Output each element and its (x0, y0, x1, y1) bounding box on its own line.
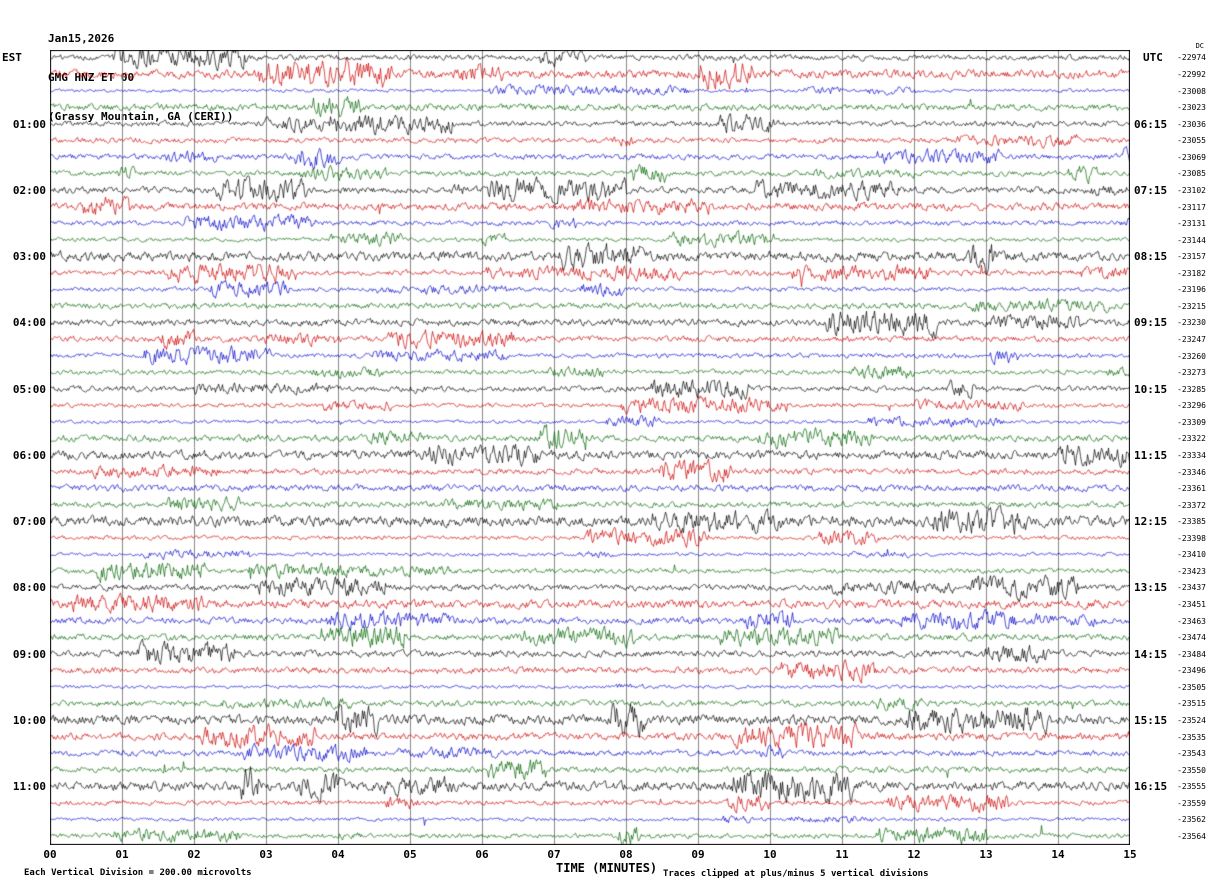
left-hour-label: 02:00 (12, 183, 46, 197)
dc-value: -23550 (1177, 765, 1206, 775)
x-tick-label: 14 (1051, 848, 1065, 861)
right-hour-label: 10:15 (1134, 382, 1168, 396)
dc-value: -23309 (1177, 417, 1206, 427)
dc-value: -23215 (1177, 301, 1206, 311)
left-hour-label: 10:00 (12, 713, 46, 727)
dc-value: -23524 (1177, 715, 1206, 725)
dc-value: -23144 (1177, 235, 1206, 245)
left-hour-label: 11:00 (12, 780, 46, 794)
clip-note: Traces clipped at plus/minus 5 vertical … (663, 869, 929, 879)
right-hour-label: 06:15 (1134, 117, 1168, 131)
left-hour-label: 03:00 (12, 250, 46, 264)
x-tick-label: 07 (547, 848, 561, 861)
right-hour-label: 14:15 (1134, 647, 1168, 661)
left-hour-label: 07:00 (12, 515, 46, 529)
dc-value: -23535 (1177, 732, 1206, 742)
dc-value: -22974 (1177, 53, 1206, 63)
dc-value: -23036 (1177, 119, 1206, 129)
dc-value: -23410 (1177, 550, 1206, 560)
dc-value: -23023 (1177, 103, 1206, 113)
dc-value: -23361 (1177, 484, 1206, 494)
dc-value: -23559 (1177, 798, 1206, 808)
left-hour-label: 04:00 (12, 316, 46, 330)
dc-value: -23437 (1177, 583, 1206, 593)
left-hour-label: 09:00 (12, 647, 46, 661)
x-tick-label: 15 (1123, 848, 1137, 861)
dc-value: -23196 (1177, 285, 1206, 295)
dc-value: -23008 (1177, 86, 1206, 96)
dc-value: -23334 (1177, 450, 1206, 460)
dc-value: -23474 (1177, 633, 1206, 643)
dc-value: -23496 (1177, 666, 1206, 676)
dc-value: -23543 (1177, 749, 1206, 759)
dc-value: -23069 (1177, 152, 1206, 162)
right-hour-label: 08:15 (1134, 250, 1168, 264)
dc-value: -23346 (1177, 467, 1206, 477)
title-date: Jan15,2026 (48, 32, 115, 45)
dc-value: -23385 (1177, 517, 1206, 527)
x-tick-label: 08 (619, 848, 633, 861)
dc-value: -23055 (1177, 136, 1206, 146)
dc-value: -23423 (1177, 566, 1206, 576)
dc-value: -23117 (1177, 202, 1206, 212)
dc-value: -23372 (1177, 500, 1206, 510)
right-timezone-label: UTC (1143, 51, 1163, 64)
left-hour-label: 05:00 (12, 382, 46, 396)
right-hour-label: 09:15 (1134, 316, 1168, 330)
dc-value: -23247 (1177, 335, 1206, 345)
x-tick-label: 12 (907, 848, 921, 861)
x-tick-label: 01 (115, 848, 129, 861)
dc-value: -23564 (1177, 831, 1206, 841)
x-tick-label: 05 (403, 848, 417, 861)
x-tick-label: 13 (979, 848, 993, 861)
left-timezone-label: EST (2, 51, 22, 64)
dc-value: -23273 (1177, 368, 1206, 378)
dc-value: -23398 (1177, 533, 1206, 543)
dc-value: -23085 (1177, 169, 1206, 179)
x-tick-label: 03 (259, 848, 273, 861)
dc-value: -23260 (1177, 351, 1206, 361)
right-hour-label: 16:15 (1134, 780, 1168, 794)
right-hour-label: 12:15 (1134, 515, 1168, 529)
x-axis-label: TIME (MINUTES) (556, 861, 658, 875)
dc-value: -23505 (1177, 682, 1206, 692)
dc-value: -23102 (1177, 185, 1206, 195)
dc-value: -23296 (1177, 401, 1206, 411)
dc-value: -23322 (1177, 434, 1206, 444)
right-hour-label: 13:15 (1134, 581, 1168, 595)
dc-value: -23182 (1177, 268, 1206, 278)
x-tick-label: 02 (187, 848, 201, 861)
dc-value: -23562 (1177, 815, 1206, 825)
dc-value: -23515 (1177, 699, 1206, 709)
dc-value: -23555 (1177, 782, 1206, 792)
x-tick-label: 04 (331, 848, 345, 861)
dc-value: -23285 (1177, 384, 1206, 394)
x-tick-label: 10 (763, 848, 777, 861)
dc-value: -23463 (1177, 616, 1206, 626)
dc-value: -23484 (1177, 649, 1206, 659)
seismogram-canvas (50, 50, 1130, 845)
dc-value: -22992 (1177, 70, 1206, 80)
x-tick-label: 11 (835, 848, 849, 861)
dc-value: -23131 (1177, 219, 1206, 229)
left-hour-label: 08:00 (12, 581, 46, 595)
right-hour-label: 07:15 (1134, 183, 1168, 197)
dc-column-header: DC (1195, 42, 1204, 50)
dc-value: -23451 (1177, 600, 1206, 610)
left-hour-label: 01:00 (12, 117, 46, 131)
dc-value: -23230 (1177, 318, 1206, 328)
dc-value: -23157 (1177, 252, 1206, 262)
x-tick-label: 00 (43, 848, 57, 861)
x-tick-label: 06 (475, 848, 489, 861)
right-hour-label: 15:15 (1134, 713, 1168, 727)
right-hour-label: 11:15 (1134, 448, 1168, 462)
scale-note: Each Vertical Division = 200.00 microvol… (24, 868, 252, 878)
x-tick-label: 09 (691, 848, 705, 861)
left-hour-label: 06:00 (12, 448, 46, 462)
